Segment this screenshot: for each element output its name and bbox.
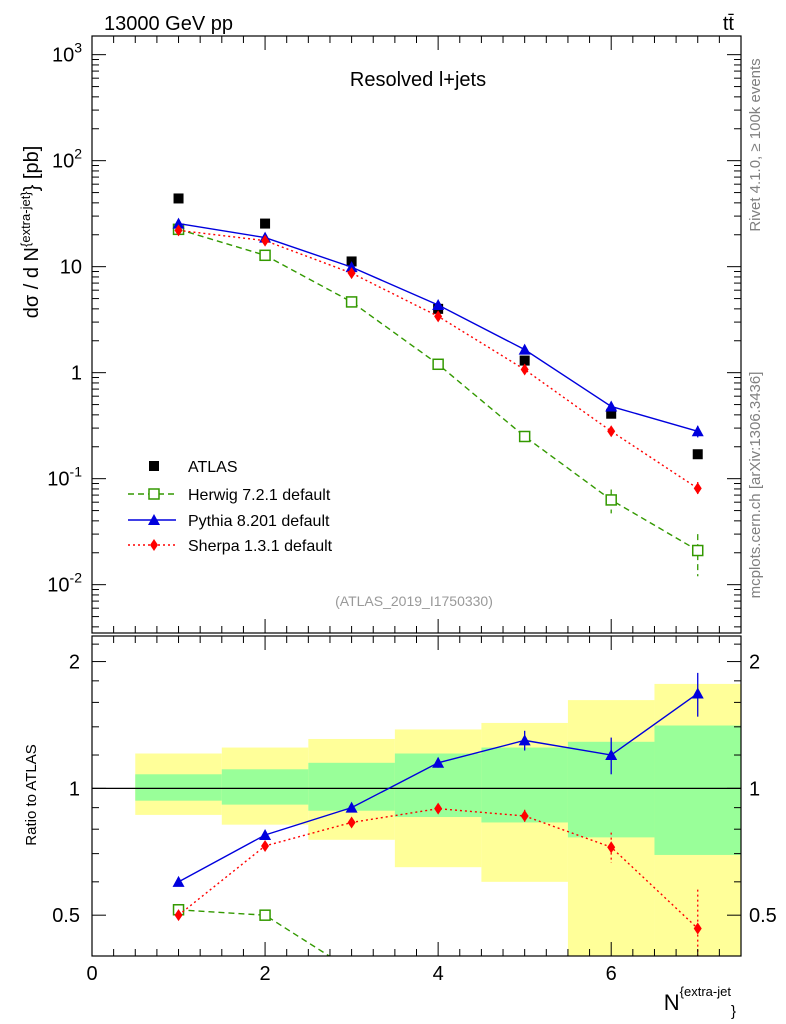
main-pythia-point — [605, 400, 618, 412]
ratio-sherpa-point — [261, 839, 270, 852]
ratio-panel — [92, 636, 741, 956]
main-sherpa-point — [520, 363, 529, 376]
main-atlas-point — [606, 408, 617, 419]
ratio-pythia-point — [691, 687, 704, 699]
main-herwig-point — [605, 494, 617, 506]
legend-pythia-label: Pythia 8.201 default — [188, 513, 330, 530]
x-axis-label: N{extra-jet} — [664, 984, 736, 1020]
ratio-panel-axes: 0.5 0.5 1 1 2 2 0 2 4 6 — [52, 635, 777, 985]
main-atlas-point — [173, 193, 184, 204]
main-sherpa-point — [607, 425, 616, 438]
ratio-y-tick-label-right: 2 — [749, 652, 760, 674]
main-y-tick-label: 1 — [71, 363, 82, 385]
main-y-tick-label: 10 — [60, 257, 82, 279]
legend-herwig-marker — [148, 488, 160, 500]
legend-sherpa-marker — [150, 539, 158, 551]
energy-label: 13000 GeV pp — [104, 13, 233, 35]
ratio-pythia-point — [345, 801, 358, 813]
legend-herwig-label: Herwig 7.2.1 default — [188, 487, 331, 504]
ratio-y-tick-label-right: 1 — [749, 778, 760, 800]
main-panel-axes: 10-2 10-1 1 10 102 103 — [47, 35, 742, 634]
legend-pythia-marker — [148, 514, 160, 525]
legend-atlas-marker — [149, 461, 159, 471]
ratio-y-tick-label-left: 1 — [69, 778, 80, 800]
ratio-sherpa-point — [434, 802, 443, 815]
main-y-tick-label: 10-1 — [47, 464, 82, 491]
ratio-sherpa-point — [347, 816, 356, 829]
ratio-sherpa-point — [520, 809, 529, 822]
ratio-y-tick-label-left: 0.5 — [52, 905, 80, 927]
main-panel-series — [172, 193, 704, 577]
ratio-sherpa-point — [174, 909, 183, 922]
analysis-id-label: (ATLAS_2019_I1750330) — [335, 593, 493, 609]
ratio-pythia-point — [432, 756, 445, 768]
ratio-pythia-point — [172, 875, 185, 887]
main-atlas-point — [519, 355, 530, 366]
uncertainty-band-inner — [135, 774, 222, 801]
main-sherpa-point — [174, 224, 183, 237]
uncertainty-band-inner — [654, 725, 741, 855]
main-panel — [92, 36, 741, 633]
x-tick-label: 2 — [260, 963, 271, 985]
main-pythia-point — [432, 298, 445, 310]
ratio-pythia-point — [259, 829, 272, 841]
main-sherpa-point — [434, 310, 443, 323]
legend: ATLAS Herwig 7.2.1 default Pythia 8.201 de… — [128, 459, 333, 555]
main-pythia-point — [691, 425, 704, 437]
ratio-y-tick-label-left: 2 — [69, 652, 80, 674]
main-plot-area — [92, 36, 741, 633]
main-y-tick-label: 10-2 — [47, 570, 82, 597]
main-sherpa-point — [347, 267, 356, 280]
ratio-pythia-point — [518, 734, 531, 746]
rivet-version-label: Rivet 4.1.0, ≥ 100k events — [747, 58, 764, 231]
main-herwig-point — [432, 358, 444, 371]
ratio-herwig-line — [178, 909, 331, 956]
main-atlas-point — [692, 449, 703, 460]
ratio-sherpa-point — [693, 922, 702, 935]
main-herwig-point — [518, 430, 531, 443]
uncertainty-band-inner — [221, 769, 309, 805]
main-sherpa-point — [261, 234, 270, 247]
main-pythia-point — [345, 261, 358, 273]
ratio-y-axis-label: Ratio to ATLAS — [23, 744, 40, 845]
ratio-y-tick-label-right: 0.5 — [749, 905, 777, 927]
ratio-pythia-point — [605, 749, 618, 761]
main-pythia-point — [172, 217, 185, 229]
main-y-axis-label: dσ / d N{extra-jet}} [pb] — [18, 146, 43, 319]
main-y-tick-label: 102 — [52, 146, 82, 173]
main-atlas-point — [260, 218, 271, 229]
main-herwig-point — [259, 249, 271, 262]
legend-atlas-label: ATLAS — [188, 459, 238, 476]
panel-title: Resolved l+jets — [350, 69, 486, 91]
ratio-sherpa-point — [607, 841, 616, 854]
process-label: tt̄ — [723, 13, 735, 35]
ratio-herwig-point — [259, 909, 271, 921]
x-tick-label: 6 — [606, 963, 617, 985]
x-tick-label: 0 — [86, 963, 97, 985]
mcplots-reference-label: mcplots.cern.ch [arXiv:1306.3436] — [747, 372, 764, 599]
main-herwig-point — [345, 296, 358, 308]
ratio-panel-series — [172, 672, 704, 956]
main-herwig-point — [691, 544, 704, 557]
x-tick-label: 4 — [433, 963, 444, 985]
main-sherpa-point — [693, 482, 702, 495]
legend-sherpa-label: Sherpa 1.3.1 default — [188, 538, 333, 555]
main-pythia-point — [518, 343, 531, 355]
main-y-tick-label: 103 — [52, 40, 82, 67]
